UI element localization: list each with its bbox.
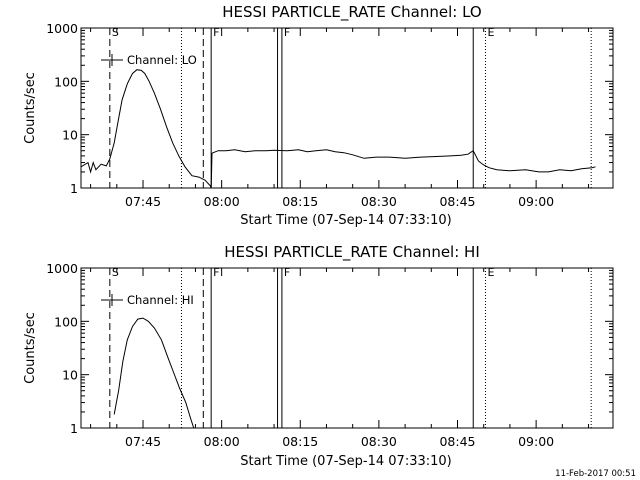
y-tick-label: 100 — [54, 74, 78, 89]
event-marker-label: S — [112, 26, 119, 39]
x-tick-label: 08:00 — [204, 434, 240, 449]
x-tick-label: 08:30 — [361, 194, 397, 209]
y-tick-label: 1000 — [46, 21, 78, 36]
x-tick-label: 08:45 — [439, 434, 475, 449]
y-tick-label: 100 — [54, 314, 78, 329]
x-tick-label: 07:45 — [125, 434, 161, 449]
x-axis-label: Start Time (07-Sep-14 07:33:10) — [240, 454, 451, 469]
series-line — [113, 317, 195, 429]
x-axis-label: Start Time (07-Sep-14 07:33:10) — [240, 213, 451, 228]
chart-title: HESSI PARTICLE_RATE Channel: LO — [222, 3, 481, 22]
y-tick-label: 1 — [70, 181, 78, 196]
event-marker-label: F — [213, 26, 219, 39]
x-tick-label: 08:00 — [204, 194, 240, 209]
event-marker-label: E — [487, 266, 494, 279]
legend-label: Channel: HI — [127, 293, 194, 307]
series-line — [80, 69, 596, 189]
x-tick-label: 09:00 — [518, 194, 554, 209]
date-stamp: 11-Feb-2017 00:51 — [555, 469, 636, 479]
event-marker-label: F — [213, 266, 219, 279]
y-tick-label: 1000 — [46, 261, 78, 276]
x-tick-label: 09:00 — [518, 434, 554, 449]
x-tick-label: 08:30 — [361, 434, 397, 449]
y-tick-label: 1 — [70, 421, 78, 436]
event-marker-label: S — [112, 266, 119, 279]
event-marker-label: F — [284, 26, 290, 39]
x-tick-label: 08:45 — [439, 194, 475, 209]
y-axis-label: Counts/sec — [23, 72, 38, 144]
event-marker-label: F — [284, 266, 290, 279]
plot-frame — [80, 27, 614, 189]
y-tick-label: 10 — [62, 368, 78, 383]
legend-label: Channel: LO — [127, 53, 197, 67]
y-axis-label: Counts/sec — [23, 312, 38, 384]
chart-title: HESSI PARTICLE_RATE Channel: HI — [224, 243, 480, 262]
panel-hi: HESSI PARTICLE_RATE Channel: HI Start Ti… — [23, 243, 614, 469]
x-tick-label: 08:15 — [282, 434, 318, 449]
x-tick-label: 07:45 — [125, 194, 161, 209]
panel-lo: HESSI PARTICLE_RATE Channel: LO Start Ti… — [23, 3, 614, 228]
x-tick-label: 08:15 — [282, 194, 318, 209]
plot-frame — [80, 267, 614, 429]
event-marker-label: E — [487, 26, 494, 39]
y-tick-label: 10 — [62, 128, 78, 143]
